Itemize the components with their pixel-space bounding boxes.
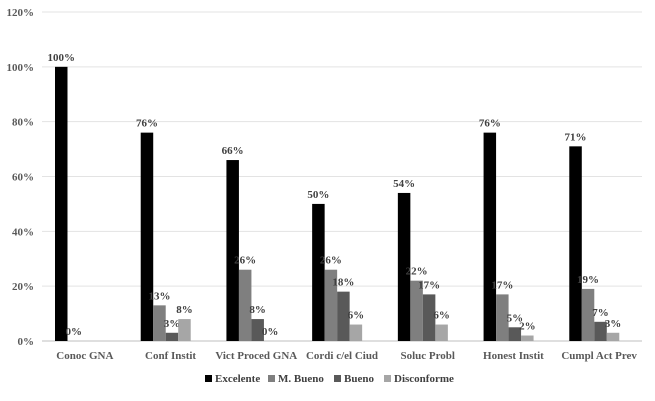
bar-bueno [508,327,522,341]
bar-m-bueno [238,269,252,341]
x-category-label: Conoc GNA [56,350,113,362]
data-label: 5% [507,312,524,324]
legend-swatch [384,375,391,382]
data-label: 3% [605,318,622,330]
x-category-label: Cumpl Act Prev [561,350,637,362]
data-label: 0% [262,326,279,338]
y-tick-label: 100% [7,62,35,74]
data-label: 6% [348,310,365,322]
data-label: 76% [479,118,501,130]
x-category-label: Soluc Probl [400,350,455,362]
bar-excelente [483,132,497,341]
x-category-label: Cordi c/el Ciud [306,350,378,362]
data-label: 26% [320,255,342,267]
data-label: 71% [565,131,587,143]
bar-excelente [312,203,325,341]
y-tick-label: 40% [12,226,34,238]
legend-swatch [268,375,275,382]
data-label: 18% [332,277,354,289]
bar-disconforme [178,319,191,341]
data-label: 8% [176,304,193,316]
bar-bueno [422,294,436,341]
data-label: 8% [249,304,266,316]
y-tick-label: 80% [12,117,34,129]
bar-excelente [140,132,154,341]
y-tick-label: 20% [12,281,34,293]
bar-m-bueno [153,305,166,341]
x-category-label: Conf Instit [145,350,196,362]
data-label: 17% [418,279,440,291]
bar-excelente [226,160,239,341]
data-label: 0% [66,326,83,338]
data-label: 6% [433,310,450,322]
data-label: 50% [307,189,329,201]
data-label: 22% [406,266,428,278]
legend-swatch [334,375,341,382]
legend-label: M. Bueno [278,373,324,385]
data-label: 13% [148,290,170,302]
legend-label: Bueno [344,373,374,385]
x-category-label: Honest Instit [483,350,544,362]
bar-bueno [337,291,350,341]
bar-m-bueno [410,280,423,341]
data-label: 54% [393,178,415,190]
data-label: 76% [136,118,158,130]
bar-bueno [594,321,607,341]
bar-excelente [569,146,582,341]
bar-m-bueno [581,288,595,341]
y-tick-label: 120% [7,7,35,19]
bar-excelente [397,192,411,341]
data-label: 2% [519,321,536,333]
data-label: 26% [234,255,256,267]
bar-bueno [251,319,264,341]
bar-disconforme [606,332,620,341]
bar-disconforme [435,324,448,341]
y-tick-label: 60% [12,172,34,184]
data-label: 3% [164,318,181,330]
bar-disconforme [349,324,363,341]
bar-m-bueno [496,294,509,341]
bar-bueno [165,332,179,341]
data-label: 7% [592,307,609,319]
legend-label: Disconforme [394,373,454,385]
data-label: 17% [491,279,513,291]
bar-m-bueno [324,269,338,341]
y-tick-label: 0% [18,336,35,348]
legend-swatch [205,375,212,382]
bar-excelente [55,66,68,341]
legend-label: Excelente [215,373,260,385]
data-label: 66% [222,145,244,157]
data-label: 100% [48,52,76,64]
data-label: 19% [577,274,599,286]
bar-disconforme [521,335,534,341]
x-category-label: Vict Proced GNA [215,350,297,362]
